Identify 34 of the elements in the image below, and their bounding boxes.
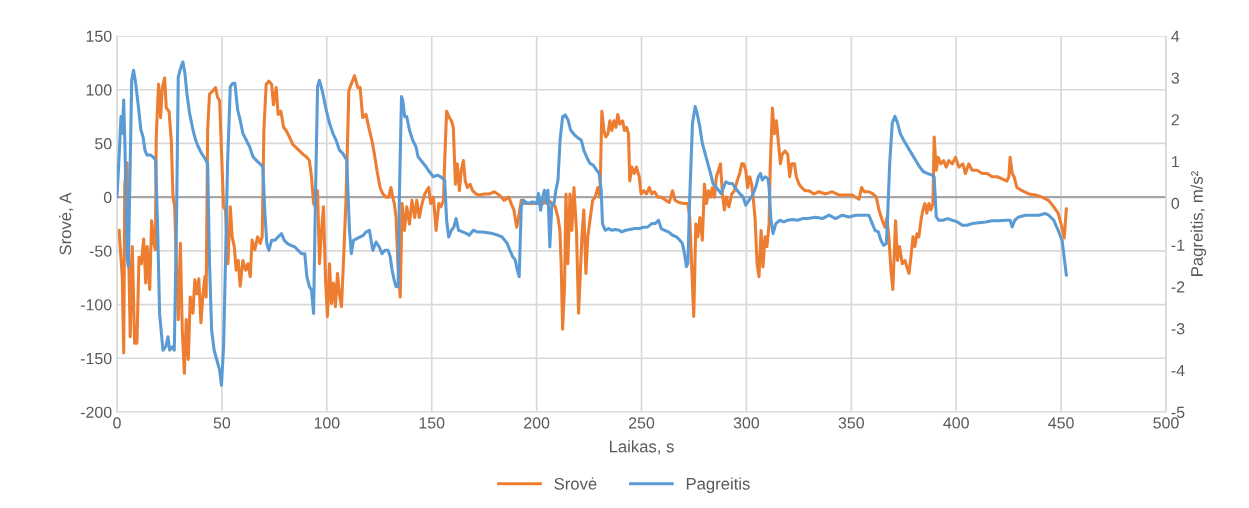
x-tick-label: 400 <box>943 417 969 429</box>
x-tick-label: 150 <box>419 417 445 429</box>
y2-tick-label: 1 <box>1172 156 1179 168</box>
x-tick-label: 50 <box>213 417 231 429</box>
legend-label: Pagreitis <box>686 477 750 493</box>
y2-tick-label: 4 <box>1171 30 1180 42</box>
x-tick-label: 250 <box>628 417 655 429</box>
y-tick-label: -200 <box>80 406 112 418</box>
y2-tick-label: -2 <box>1171 281 1185 293</box>
x-axis-title: Laikas, s <box>609 440 674 455</box>
y-tick-label: -150 <box>80 352 112 365</box>
y2-tick-label: 2 <box>1171 114 1179 126</box>
y-tick-label: 150 <box>86 30 112 42</box>
y-tick-label: 0 <box>103 191 112 204</box>
y-axis-title: Srovė, A <box>59 192 74 255</box>
x-tick-label: 100 <box>314 417 340 429</box>
legend-label: Srovė <box>554 477 597 490</box>
x-tick-label: 500 <box>1153 417 1179 429</box>
y2-axis-title: Pagreitis, m/s² <box>1190 171 1207 276</box>
x-tick-label: 350 <box>838 417 864 429</box>
x-tick-label: 200 <box>524 417 550 429</box>
y2-tick-label: 3 <box>1171 72 1180 84</box>
y-tick-label: -100 <box>80 299 112 311</box>
x-tick-label: 0 <box>113 417 121 429</box>
x-tick-label: 450 <box>1048 417 1074 429</box>
y-tick-label: -50 <box>89 245 112 257</box>
y-tick-label: 100 <box>86 84 112 96</box>
y2-tick-label: 0 <box>1171 197 1180 210</box>
x-tick-label: 300 <box>733 417 760 429</box>
y2-tick-label: -5 <box>1171 406 1185 418</box>
y2-tick-label: -3 <box>1171 323 1185 335</box>
y-tick-label: 50 <box>95 138 112 150</box>
y2-tick-label: -4 <box>1171 365 1185 377</box>
y2-tick-label: -1 <box>1171 239 1185 251</box>
